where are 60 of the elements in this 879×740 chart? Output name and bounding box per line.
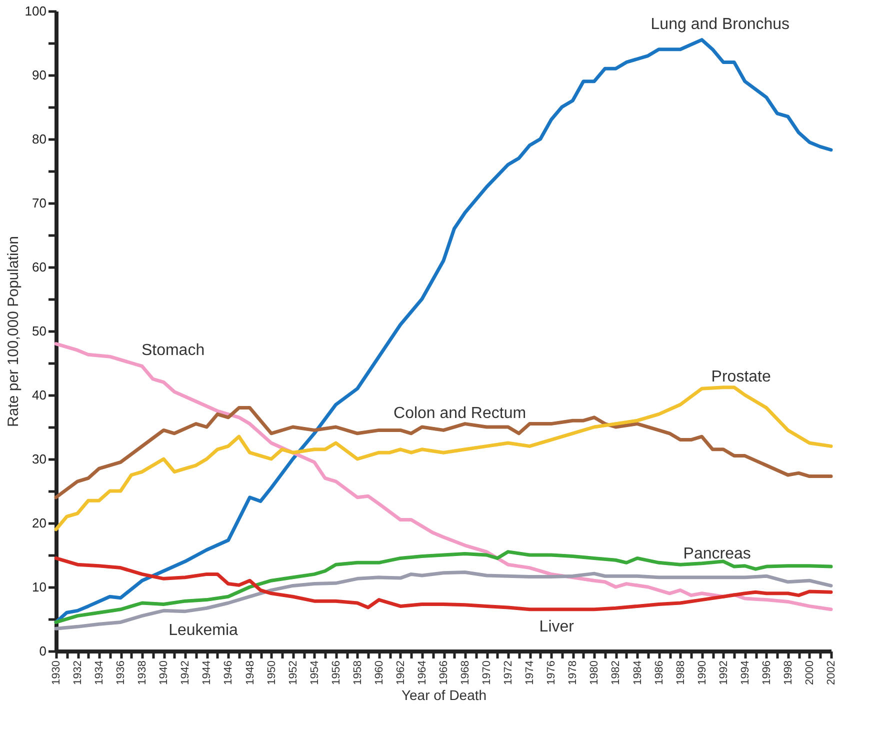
x-tick-label: 1946: [222, 660, 235, 685]
x-tick-label: 1992: [718, 660, 730, 685]
y-tick-label: 10: [32, 580, 46, 594]
x-tick-label: 1982: [610, 660, 622, 685]
x-tick-label: 1944: [201, 660, 214, 685]
x-tick-label: 1966: [438, 660, 450, 685]
x-tick-label: 1996: [760, 660, 773, 685]
y-tick-label: 70: [32, 196, 46, 210]
line-series: [54, 406, 833, 500]
series-label: Stomach: [141, 342, 205, 360]
x-tick-label: 1950: [266, 660, 278, 685]
x-tick-label: 1942: [180, 660, 192, 685]
x-tick-label: 1940: [158, 660, 170, 685]
y-tick-label: 40: [32, 388, 46, 402]
series-label: Pancreas: [683, 546, 751, 563]
x-tick-label: 1990: [696, 660, 708, 685]
x-tick-label: 1984: [632, 660, 644, 685]
series-label: Prostate: [711, 368, 771, 386]
x-tick-label: 1980: [588, 660, 601, 685]
x-tick-label: 1998: [782, 660, 794, 685]
x-tick-label: 1970: [481, 660, 494, 685]
x-tick-label: 1964: [416, 660, 428, 685]
x-tick-label: 1976: [546, 660, 558, 685]
x-tick-label: 1938: [136, 660, 149, 685]
x-axis-title: Year of Death: [401, 686, 487, 703]
y-tick-label: 20: [32, 516, 46, 530]
x-tick-label: 1958: [352, 660, 364, 685]
y-tick-label: 100: [24, 4, 46, 18]
x-tick-label: 1974: [524, 660, 536, 685]
x-tick-label: 1986: [653, 660, 666, 685]
y-tick-label: 0: [39, 644, 46, 658]
x-tick-label: 1994: [739, 660, 752, 685]
x-tick-label: 1988: [674, 660, 687, 685]
x-tick-label: 1954: [308, 660, 321, 685]
x-tick-label: 1930: [50, 660, 62, 685]
x-tick-label: 1952: [287, 660, 300, 685]
x-tick-label: 1932: [72, 660, 84, 685]
series-label: Leukemia: [168, 622, 238, 639]
x-tick-label: 1972: [502, 660, 515, 685]
y-tick-label: 30: [32, 452, 46, 466]
x-tick-label: 1934: [94, 660, 106, 685]
x-tick-label: 2000: [804, 660, 816, 685]
line-series: [54, 386, 833, 532]
x-tick-label: 1968: [460, 660, 472, 685]
x-tick-label: 1960: [373, 660, 386, 685]
x-tick-label: 1948: [244, 660, 256, 685]
x-tick-label: 1936: [115, 660, 128, 685]
line-series: [54, 342, 833, 612]
y-axis-title: Rate per 100,000 Population: [4, 236, 22, 427]
series-label: Lung and Bronchus: [650, 16, 790, 33]
x-tick-label: 2002: [826, 660, 838, 685]
series-label: Liver: [539, 618, 575, 636]
x-tick-label: 1978: [567, 660, 580, 685]
y-tick-label: 90: [32, 68, 46, 82]
y-tick-label: 50: [32, 324, 46, 338]
y-tick-label: 80: [32, 132, 46, 146]
series-label: Colon and Rectum: [394, 404, 526, 422]
x-tick-label: 1962: [394, 660, 407, 685]
x-tick-label: 1956: [330, 660, 342, 685]
y-tick-label: 60: [32, 260, 46, 274]
